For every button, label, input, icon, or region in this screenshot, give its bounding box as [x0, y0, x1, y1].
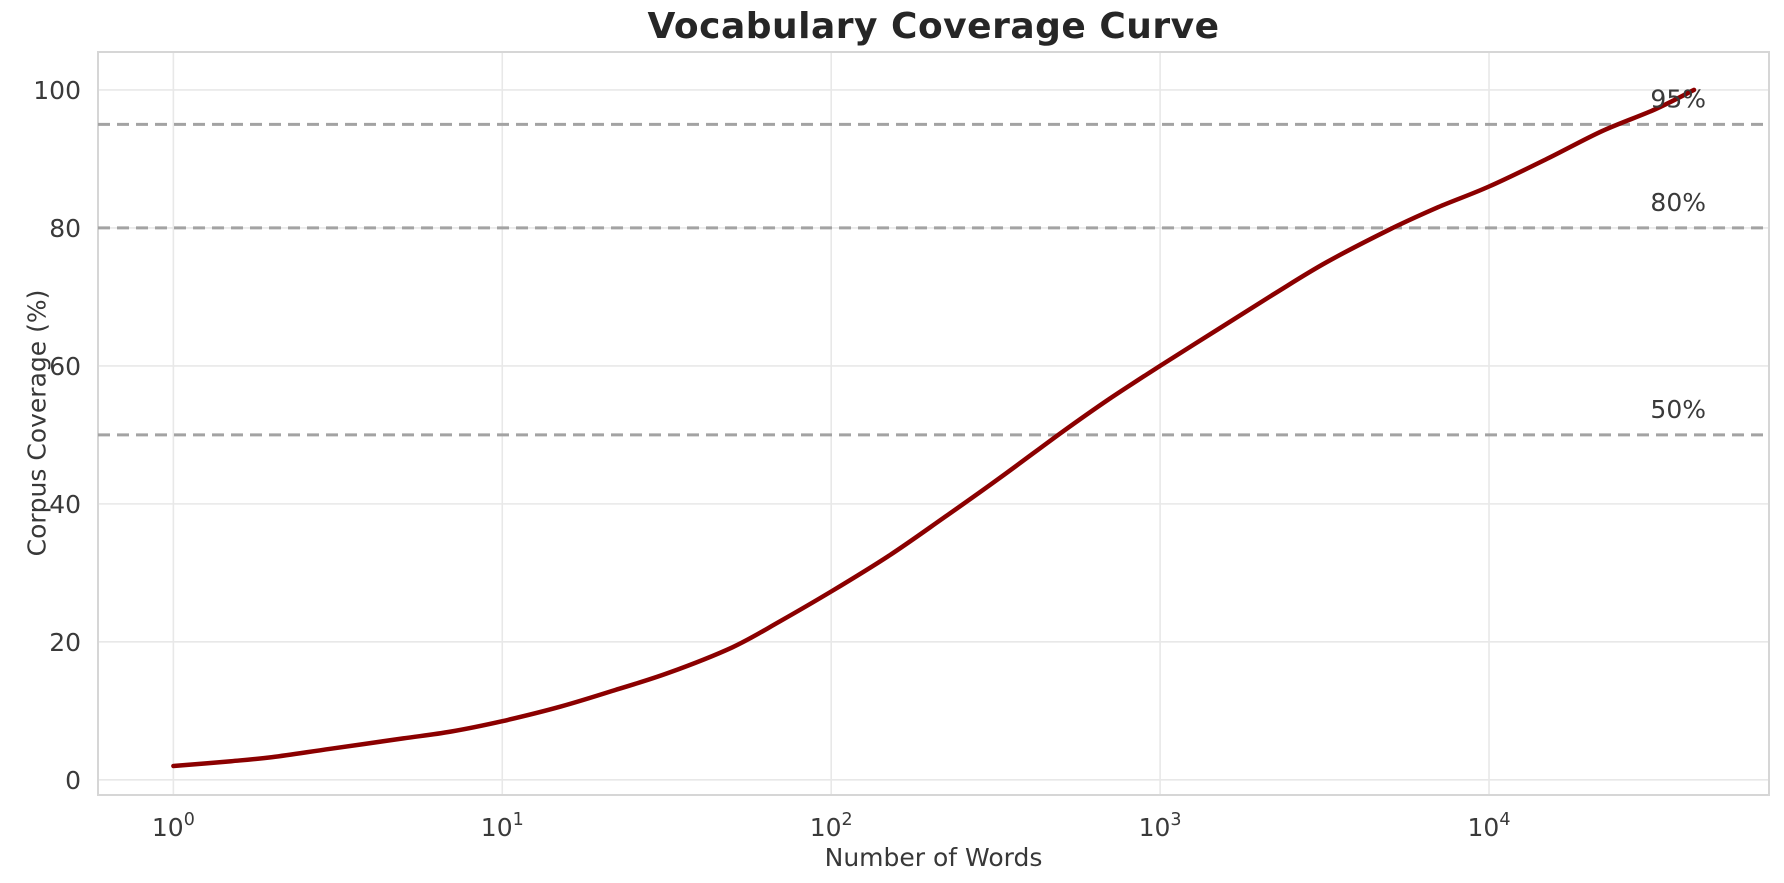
reference-label-80: 80% [1650, 188, 1706, 217]
y-tick-label: 60 [49, 352, 81, 381]
x-axis-label: Number of Words [824, 843, 1043, 872]
chart-title: Vocabulary Coverage Curve [647, 6, 1220, 47]
y-tick-label: 20 [49, 628, 81, 657]
x-tick-label: 103 [1139, 810, 1182, 842]
x-tick-label: 100 [152, 810, 195, 842]
y-tick-label: 0 [65, 766, 81, 795]
x-tick-label: 104 [1468, 810, 1511, 842]
x-tick-label: 101 [481, 810, 524, 842]
reference-label-50: 50% [1650, 395, 1706, 424]
plot-border [97, 51, 1770, 796]
x-tick-label: 102 [810, 810, 853, 842]
y-tick-label: 100 [33, 76, 81, 105]
reference-label-95: 95% [1650, 84, 1706, 113]
y-tick-label: 40 [49, 490, 81, 519]
y-axis-label: Corpus Coverage (%) [22, 289, 52, 557]
coverage-curve [171, 87, 1697, 769]
y-tick-label: 80 [49, 214, 81, 243]
